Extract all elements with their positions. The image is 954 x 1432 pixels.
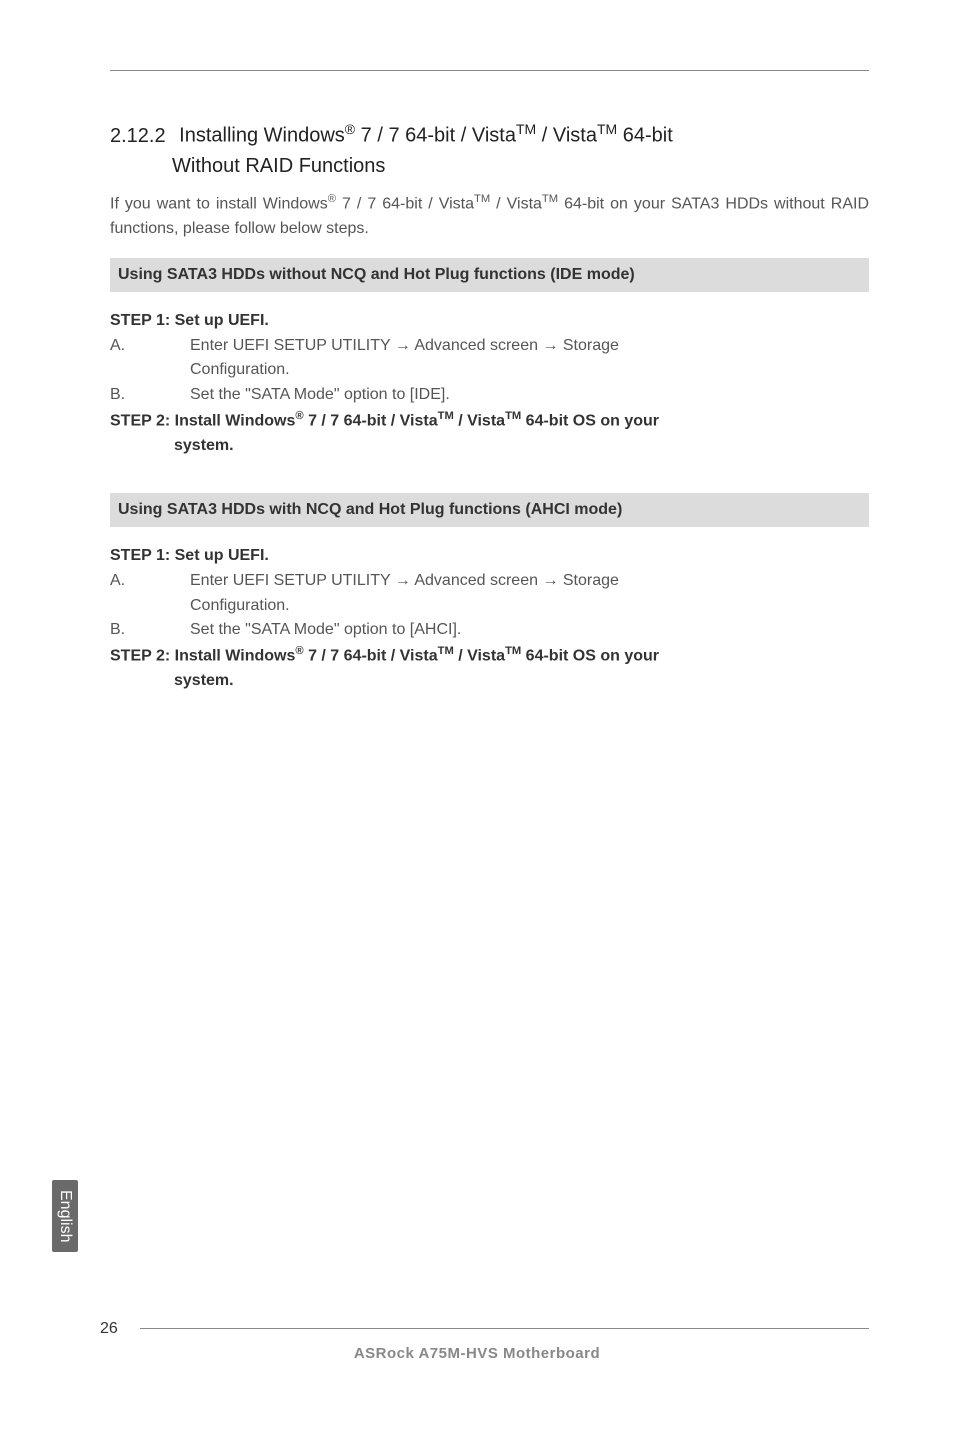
title-part-2: 7 / 7 64-bit / Vista [355,125,516,147]
mode-box-ahci: Using SATA3 HDDs with NCQ and Hot Plug f… [110,493,869,527]
s1a-a: Enter UEFI SETUP UTILITY [190,337,395,354]
step-a-row-2: A. Enter UEFI SETUP UTILITY → Advanced s… [110,569,869,594]
reg-mark: ® [295,645,303,657]
step2-line2: system. [110,434,869,459]
tm-mark: TM [505,645,521,657]
arrow-icon: → [542,569,558,594]
arrow-icon: → [542,334,558,359]
arrow-icon: → [395,334,411,359]
step2-line2-2: system. [110,669,869,694]
tm-mark: TM [474,193,490,205]
section-heading: 2.12.2 Installing Windows® 7 / 7 64-bit … [110,119,869,181]
step-a-letter: A. [110,334,190,359]
mode-box-ide: Using SATA3 HDDs without NCQ and Hot Plu… [110,258,869,292]
step2-b: 7 / 7 64-bit / Vista [304,412,438,429]
step2-c: / Vista [454,412,505,429]
s1a-d-2: Configuration. [110,594,869,619]
s1a-c-2: Storage [558,572,618,589]
tm-mark: TM [438,410,454,422]
step-b-row: B. Set the "SATA Mode" option to [IDE]. [110,383,869,408]
reg-mark: ® [345,121,355,137]
bottom-divider-wrap [140,1328,869,1329]
page-number: 26 [100,1320,118,1338]
reg-mark: ® [295,410,303,422]
s1a-c: Storage [558,337,618,354]
intro-paragraph: If you want to install Windows® 7 / 7 64… [110,191,869,242]
step-b-row-2: B. Set the "SATA Mode" option to [AHCI]. [110,618,869,643]
step-a-content-2: Enter UEFI SETUP UTILITY → Advanced scre… [190,569,869,594]
step1-title: STEP 1: Set up UEFI. [110,312,869,330]
top-divider [110,70,869,71]
s1a-b-2: Advanced screen [411,572,543,589]
title-part-3: / Vista [536,125,597,147]
step2-d-2: 64-bit OS on your [521,648,659,665]
step-a-letter-2: A. [110,569,190,594]
section-number: 2.12.2 [110,125,166,147]
s1a-b: Advanced screen [411,337,543,354]
step-b-content-2: Set the "SATA Mode" option to [AHCI]. [190,618,869,643]
s1a-d: Configuration. [110,358,869,383]
step2-a: STEP 2: Install Windows [110,412,295,429]
title-part-1: Installing Windows [179,125,345,147]
step-b-letter-2: B. [110,618,190,643]
step2-a-2: STEP 2: Install Windows [110,648,295,665]
tm-mark: TM [597,121,617,137]
title-part-4: 64-bit [617,125,673,147]
tm-mark: TM [516,121,536,137]
s1a-a-2: Enter UEFI SETUP UTILITY [190,572,395,589]
tm-mark: TM [542,193,558,205]
step2-line1: STEP 2: Install Windows® 7 / 7 64-bit / … [110,408,869,434]
step-b-letter: B. [110,383,190,408]
intro-a: If you want to install Windows [110,195,328,212]
step2-line1-2: STEP 2: Install Windows® 7 / 7 64-bit / … [110,643,869,669]
step2-b-2: 7 / 7 64-bit / Vista [304,648,438,665]
step1-title-2: STEP 1: Set up UEFI. [110,547,869,565]
intro-b: 7 / 7 64-bit / Vista [336,195,474,212]
step2-d: 64-bit OS on your [521,412,659,429]
step-a-row: A. Enter UEFI SETUP UTILITY → Advanced s… [110,334,869,359]
footer-text: ASRock A75M-HVS Motherboard [0,1345,954,1362]
step-a-content: Enter UEFI SETUP UTILITY → Advanced scre… [190,334,869,359]
title-line2: Without RAID Functions [110,151,869,181]
reg-mark: ® [328,193,336,205]
step2-c-2: / Vista [454,648,505,665]
bottom-divider [140,1328,869,1329]
language-tab: English [52,1180,78,1252]
arrow-icon: → [395,569,411,594]
tm-mark: TM [438,645,454,657]
step-b-content: Set the "SATA Mode" option to [IDE]. [190,383,869,408]
intro-c: / Vista [490,195,542,212]
tm-mark: TM [505,410,521,422]
